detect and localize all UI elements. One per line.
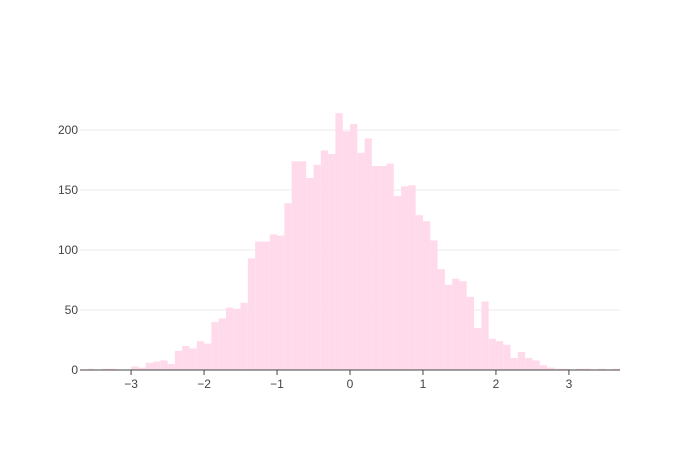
histogram-bar	[189, 348, 197, 370]
axes	[80, 369, 620, 375]
histogram-bar	[401, 186, 409, 370]
histogram-bar	[145, 362, 153, 370]
histogram-bar	[160, 360, 168, 370]
x-tick-label: −3	[124, 377, 138, 391]
histogram-bar	[583, 368, 591, 370]
histogram-bar	[386, 163, 394, 370]
histogram-bar	[131, 366, 139, 370]
histogram-bar	[576, 368, 584, 370]
histogram-bar	[466, 296, 475, 370]
histogram-bar	[174, 350, 183, 370]
histogram-bar	[452, 278, 460, 370]
y-tick-label: 200	[58, 123, 78, 137]
histogram-bar	[342, 131, 350, 370]
histogram-bar	[313, 164, 321, 370]
histogram-bar	[218, 318, 226, 370]
histogram-bar	[554, 368, 562, 370]
histogram-bar	[371, 166, 380, 370]
histogram-bar	[510, 358, 518, 370]
histogram-bar	[357, 152, 365, 370]
histogram-bar	[262, 241, 270, 370]
histogram-bar	[109, 368, 117, 370]
histogram-bar	[408, 185, 416, 370]
y-tick-label: 150	[58, 183, 78, 197]
histogram-bar	[444, 284, 453, 370]
histogram-bar	[379, 166, 387, 370]
histogram-bar	[539, 365, 548, 370]
histogram-bar	[291, 161, 299, 370]
histogram-bar	[233, 308, 241, 370]
histogram-bar	[152, 361, 161, 370]
histogram-bar	[196, 341, 205, 370]
histogram-bar	[204, 343, 212, 370]
y-tick-label: 100	[58, 243, 78, 257]
histogram-bar	[503, 344, 511, 370]
histogram-bar	[306, 178, 314, 370]
x-tick-label: 0	[347, 377, 354, 391]
histogram-bar	[298, 161, 307, 370]
y-tick-label: 50	[65, 303, 79, 317]
histogram-bar	[517, 352, 526, 370]
histogram-bar	[211, 322, 219, 370]
histogram-bar	[393, 196, 402, 370]
histogram-bar	[532, 360, 540, 370]
histogram-bar	[320, 150, 329, 370]
histogram-bar	[247, 258, 256, 370]
histogram-bar	[437, 269, 445, 370]
histogram-bar	[598, 368, 606, 370]
histogram-bar	[561, 368, 569, 370]
histogram-bar	[284, 203, 292, 370]
x-tick-labels: −3 −2 −1 0 1 2 3	[124, 377, 572, 391]
x-tick-label: 2	[493, 377, 500, 391]
histogram-bar	[422, 221, 431, 370]
histogram-bar	[430, 240, 438, 370]
histogram-bar	[277, 235, 285, 370]
histogram-bar	[481, 301, 489, 370]
histogram-bars	[87, 113, 620, 370]
histogram-bar	[225, 307, 234, 370]
histogram-bar	[525, 358, 533, 370]
histogram-bar	[488, 338, 496, 370]
histogram-bar	[335, 113, 343, 370]
y-tick-labels: 0 50 100 150 200	[58, 123, 78, 377]
histogram-bar	[240, 302, 248, 370]
histogram-bar	[182, 346, 190, 370]
histogram-bar	[415, 215, 423, 370]
histogram-bar	[364, 138, 372, 370]
histogram-bar	[328, 154, 336, 370]
x-tick-label: 1	[420, 377, 427, 391]
histogram-bar	[459, 281, 467, 370]
histogram-bar	[547, 367, 555, 370]
histogram-bar	[138, 367, 146, 370]
x-tick-label: 3	[566, 377, 573, 391]
histogram-bar	[87, 368, 95, 370]
x-tick-label: −2	[197, 377, 211, 391]
histogram-bar	[350, 124, 358, 370]
histogram-bar	[495, 341, 504, 370]
y-tick-label: 0	[71, 363, 78, 377]
histogram-bar	[612, 368, 620, 370]
histogram-bar	[269, 234, 278, 370]
x-tick-label: −1	[270, 377, 284, 391]
histogram-bar	[474, 328, 482, 370]
histogram-bar	[101, 368, 110, 370]
histogram-bar	[167, 364, 175, 370]
histogram-bar	[255, 241, 263, 370]
